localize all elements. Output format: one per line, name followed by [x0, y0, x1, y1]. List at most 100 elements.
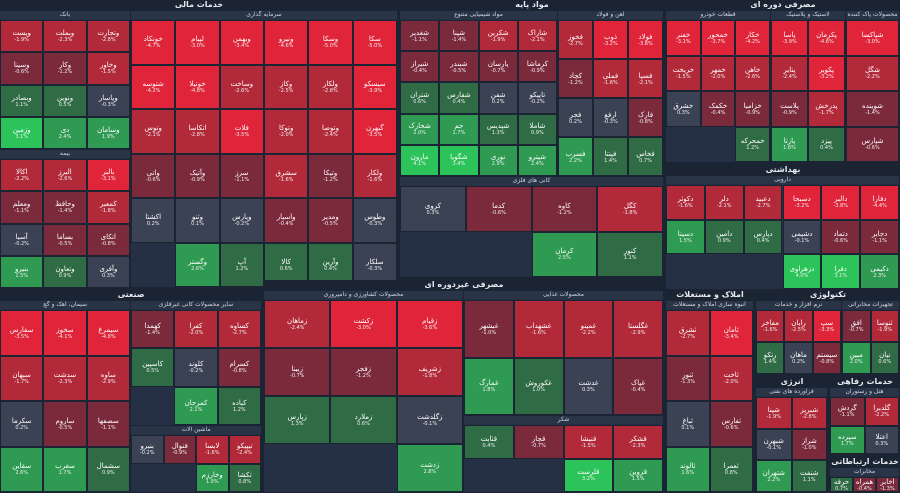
symbol-tile[interactable]: گبهرن -3.5%: [352, 109, 397, 154]
symbol-tile[interactable]: فپنتا 1.4%: [593, 137, 628, 176]
symbol-tile[interactable]: وسکا -5.0%: [308, 20, 353, 65]
symbol-tile[interactable]: جم 1.7%: [439, 113, 479, 145]
symbol-tile[interactable]: ماهان 0.2%: [784, 342, 813, 374]
symbol-tile[interactable]: وثنو 0.1%: [175, 198, 220, 243]
industry-title[interactable]: کانی های فلزی: [400, 177, 663, 185]
symbol-tile[interactable]: سیمرغ -4.8%: [86, 310, 130, 356]
symbol-tile[interactable]: دی 2.4%: [43, 116, 87, 149]
symbol-tile[interactable]: بنیرو 1.5%: [0, 255, 44, 288]
symbol-tile[interactable]: مارون 4.1%: [400, 144, 440, 176]
symbol-tile[interactable]: وبهمن -3.4%: [219, 20, 264, 65]
industry-title[interactable]: تجهیزات مخابراتی: [842, 301, 899, 309]
symbol-tile[interactable]: شنفت 1.1%: [791, 460, 827, 492]
symbol-tile[interactable]: پتایر -2.4%: [771, 55, 808, 91]
sector-title[interactable]: خدمات ارتباطاتی: [831, 457, 899, 466]
symbol-tile[interactable]: پکویر -3.2%: [808, 55, 845, 91]
industry-title[interactable]: هتل و رستوران: [830, 388, 899, 396]
symbol-tile[interactable]: ثباغ 0.1%: [666, 401, 710, 447]
industry-title[interactable]: سایر محصولات کانی غیرفلزی: [131, 301, 261, 309]
symbol-tile[interactable]: کهمدا -1.4%: [131, 310, 175, 349]
symbol-tile[interactable]: ساوه -2.9%: [86, 355, 130, 401]
symbol-tile[interactable]: فملی -1.6%: [593, 59, 628, 98]
sector-title[interactable]: مصرفی غیردوره ای: [424, 280, 504, 289]
symbol-tile[interactable]: سخوز -4.1%: [43, 310, 87, 356]
symbol-tile[interactable]: شتران 0.6%: [400, 82, 440, 114]
symbol-tile[interactable]: ومعلم -1.1%: [0, 191, 44, 224]
symbol-tile[interactable]: دشیمی -0.1%: [782, 219, 822, 255]
symbol-tile[interactable]: شوینده -1.4%: [846, 91, 899, 127]
symbol-tile[interactable]: وبصادر 1.1%: [0, 84, 44, 117]
symbol-tile[interactable]: دپارس 0.4%: [743, 219, 783, 255]
symbol-tile[interactable]: وپاسار -0.3%: [86, 84, 130, 117]
symbol-tile[interactable]: شاملا 0.9%: [517, 113, 557, 145]
symbol-tile[interactable]: البرز -2.6%: [43, 159, 87, 192]
symbol-tile[interactable]: قزوین 1.5%: [613, 458, 663, 492]
symbol-tile[interactable]: سکا -5.0%: [352, 20, 397, 65]
symbol-tile[interactable]: دکوثر -1.6%: [666, 185, 705, 220]
symbol-tile[interactable]: دکیمی 2.3%: [860, 254, 899, 289]
symbol-tile[interactable]: دفرا 3.1%: [821, 254, 861, 289]
symbol-tile[interactable]: حرفه 0.7%: [830, 477, 853, 492]
symbol-tile[interactable]: وکار -1.2%: [43, 52, 87, 85]
symbol-tile[interactable]: فارک -0.8%: [628, 98, 663, 137]
symbol-tile[interactable]: دجابر -1.1%: [860, 219, 899, 255]
symbol-tile[interactable]: زملارد 0.6%: [330, 396, 397, 444]
symbol-tile[interactable]: کچاد -1.2%: [558, 59, 593, 98]
symbol-tile[interactable]: کدما -0.6%: [465, 186, 532, 232]
symbol-tile[interactable]: وطوس -0.3%: [352, 198, 397, 243]
symbol-tile[interactable]: شراز -1.0%: [791, 428, 827, 461]
symbol-tile[interactable]: افق -0.7%: [842, 310, 871, 342]
symbol-tile[interactable]: سکرما 0.2%: [0, 401, 44, 447]
symbol-tile[interactable]: شتهران 2.2%: [756, 460, 792, 492]
symbol-tile[interactable]: وتوکا -2.0%: [264, 109, 309, 154]
sector-title[interactable]: املاک و مستغلات: [676, 290, 744, 299]
symbol-tile[interactable]: ثنوسا -1.9%: [870, 310, 899, 342]
symbol-tile[interactable]: پارسان -0.7%: [478, 51, 518, 83]
symbol-tile[interactable]: تیپیکو -2.4%: [228, 435, 261, 464]
symbol-tile[interactable]: فخوز -2.7%: [558, 20, 593, 59]
symbol-tile[interactable]: سبهان -1.7%: [0, 355, 44, 401]
symbol-tile[interactable]: وخارزم 1.9%: [196, 463, 229, 492]
symbol-tile[interactable]: قنیشا -1.5%: [563, 425, 614, 459]
symbol-tile[interactable]: وکاز -2.5%: [264, 64, 309, 109]
symbol-tile[interactable]: لابسا -1.6%: [196, 435, 229, 464]
symbol-tile[interactable]: سغرب 1.7%: [43, 446, 87, 492]
sector-title[interactable]: انرژی: [780, 377, 804, 386]
symbol-tile[interactable]: واسپار -0.4%: [264, 198, 309, 243]
symbol-tile[interactable]: کفرا -2.0%: [174, 310, 218, 349]
symbol-tile[interactable]: دامین 0.9%: [704, 219, 744, 255]
symbol-tile[interactable]: کلوند -0.2%: [174, 348, 218, 387]
symbol-tile[interactable]: کمرجان 2.1%: [174, 386, 218, 425]
symbol-tile[interactable]: غشهداب -1.6%: [513, 300, 564, 358]
symbol-tile[interactable]: فسپا -2.1%: [628, 59, 663, 98]
symbol-tile[interactable]: فجر 0.2%: [558, 98, 593, 137]
symbol-tile[interactable]: سشمال 0.9%: [86, 446, 130, 492]
sector-title[interactable]: صنعتی: [117, 290, 145, 299]
symbol-tile[interactable]: سشرق -1.6%: [264, 153, 309, 198]
symbol-tile[interactable]: زبینا -0.7%: [264, 348, 331, 396]
symbol-tile[interactable]: شیراز -0.4%: [400, 51, 440, 83]
symbol-tile[interactable]: خشرق 0.3%: [666, 91, 701, 127]
symbol-tile[interactable]: شاراک -2.1%: [517, 20, 557, 52]
symbol-tile[interactable]: زماهان -2.4%: [264, 300, 331, 348]
symbol-tile[interactable]: وپارس -0.2%: [219, 198, 264, 243]
symbol-tile[interactable]: وتوصا -2.4%: [308, 109, 353, 154]
symbol-tile[interactable]: شگویا 3.4%: [439, 144, 479, 176]
symbol-tile[interactable]: شپاکسا -3.0%: [846, 20, 899, 56]
symbol-tile[interactable]: پیزد 0.4%: [808, 126, 845, 162]
symbol-tile[interactable]: ومدیر -0.5%: [308, 198, 353, 243]
symbol-tile[interactable]: اکشتا 0.2%: [131, 198, 176, 243]
symbol-tile[interactable]: غکوروش 1.0%: [513, 357, 564, 415]
symbol-tile[interactable]: خزامیا -0.9%: [735, 91, 770, 127]
symbol-tile[interactable]: ذوب -3.2%: [593, 20, 628, 59]
industry-title[interactable]: سیمان، آهک و گچ: [0, 301, 130, 309]
industry-title[interactable]: آهن و فولاد: [558, 11, 663, 19]
symbol-tile[interactable]: خونکاد -4.7%: [131, 20, 176, 65]
symbol-tile[interactable]: دسبحا -3.2%: [782, 185, 822, 220]
symbol-tile[interactable]: پاسا -3.9%: [771, 20, 808, 56]
sector-title[interactable]: خدمات رفاهی: [837, 377, 893, 386]
symbol-tile[interactable]: وسینا -0.6%: [0, 52, 44, 85]
symbol-tile[interactable]: رتکو 1.4%: [756, 342, 785, 374]
symbol-tile[interactable]: دزهراوی 4.0%: [782, 254, 822, 289]
symbol-tile[interactable]: زپارس 1.3%: [264, 396, 331, 444]
